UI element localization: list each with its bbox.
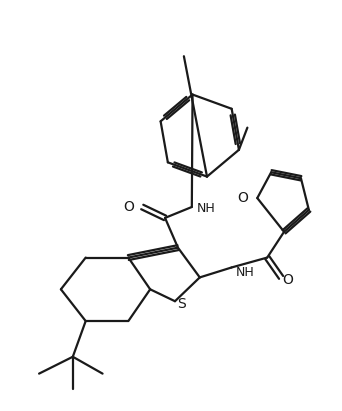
Text: O: O (123, 200, 134, 214)
Text: O: O (282, 273, 293, 287)
Text: NH: NH (236, 266, 255, 279)
Text: NH: NH (196, 203, 215, 215)
Text: O: O (237, 191, 248, 205)
Text: S: S (177, 297, 186, 311)
